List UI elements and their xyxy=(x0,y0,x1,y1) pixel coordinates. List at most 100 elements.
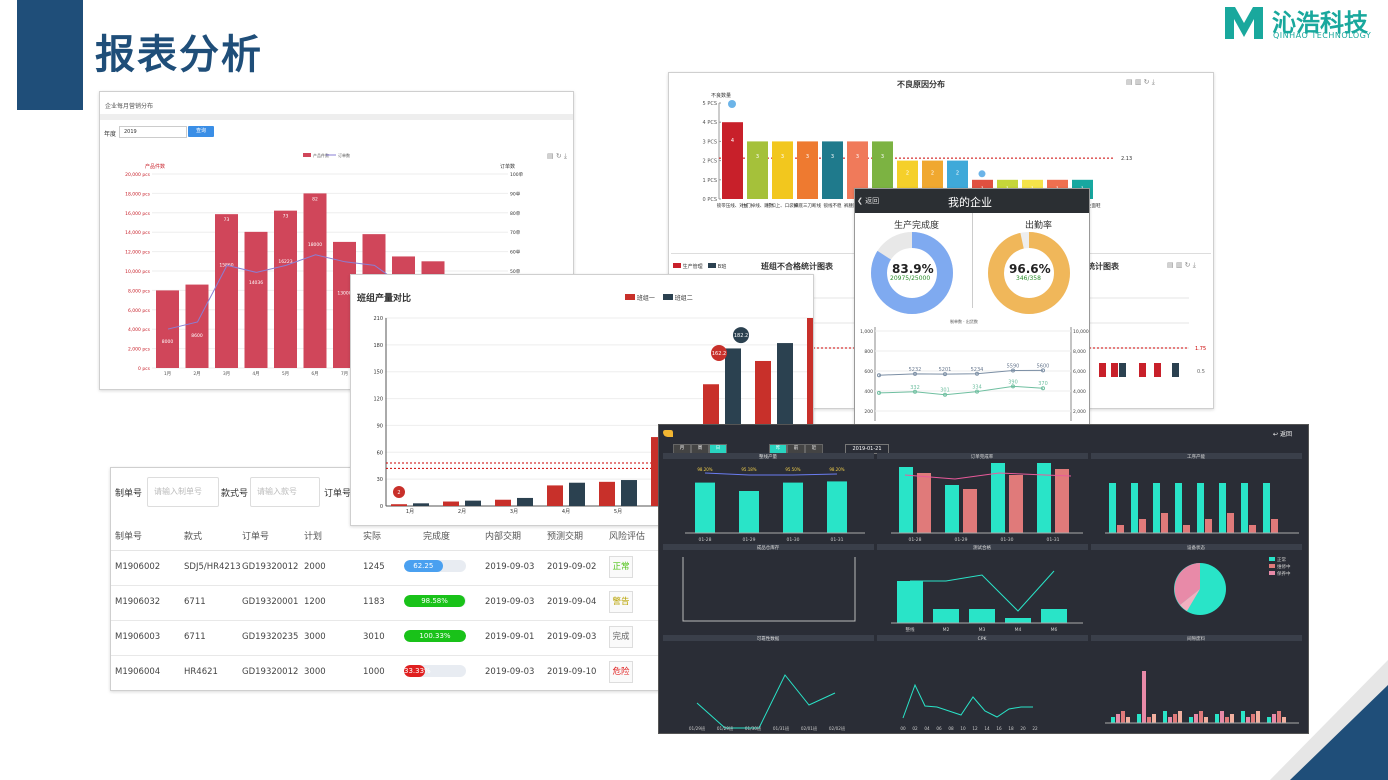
x-tick: 锁线不稳 xyxy=(824,202,842,209)
table-row[interactable]: M1906003 6711 GD19320235 3000 3010 100.33% 201… xyxy=(111,620,671,656)
x-tick: 脚底三刀断线 xyxy=(794,202,821,209)
bar xyxy=(1178,711,1182,723)
bar xyxy=(1230,714,1234,723)
x-tick: 02/02班 xyxy=(829,725,845,732)
bar xyxy=(1282,717,1286,723)
bar xyxy=(722,122,743,199)
section-title: 成品仓库存 xyxy=(757,544,780,551)
bar xyxy=(933,609,959,623)
toolbar-icons-2[interactable]: ▤ ▥ ↻ ⤓ xyxy=(1167,261,1196,269)
section-title: 整线产量 xyxy=(759,453,777,460)
table-cell: 3000 xyxy=(304,667,326,677)
team-legend: 班组一 班组二 xyxy=(625,293,693,302)
bar xyxy=(807,318,813,506)
table-cell: 1000 xyxy=(363,667,385,677)
x-tick: M4 xyxy=(1015,627,1022,633)
y-tick: 180 xyxy=(373,343,383,349)
y-tick-right: 60单 xyxy=(510,249,521,256)
table-cell: GD19320001 xyxy=(242,597,299,607)
bar xyxy=(1189,717,1193,723)
x-tick: 08 xyxy=(948,726,954,731)
y-tick-right: 50单 xyxy=(510,268,521,275)
column-header: 完成度 xyxy=(423,532,451,542)
legend-label: 产品件数 xyxy=(313,152,329,158)
x-tick: 04 xyxy=(924,726,930,731)
bar-label: 4 xyxy=(731,138,734,144)
subchart-title-2: 统计图表 xyxy=(1087,262,1119,271)
y-tick: 0 xyxy=(380,504,383,510)
bar xyxy=(1117,525,1124,533)
x-tick: 5月 xyxy=(282,371,289,377)
title-accent-bar xyxy=(17,0,83,110)
table-row[interactable]: M1906002 SDJ5/HR4213 GD19320012 2000 1245 62.… xyxy=(111,550,671,586)
data-label: 95.50% xyxy=(785,467,800,472)
y-tick: 2,000 pcs xyxy=(128,347,151,353)
x-tick: M3 xyxy=(979,627,986,633)
bar xyxy=(695,482,715,533)
attendance-gauge xyxy=(988,232,1070,314)
legend-item: 班组一 xyxy=(636,295,655,302)
section-header xyxy=(877,544,1088,550)
dashboard-logo-icon xyxy=(663,430,673,437)
pin-marker xyxy=(711,344,727,361)
gauge-divider xyxy=(972,213,973,308)
bar xyxy=(1139,519,1146,533)
gauge2-title: 出勤率 xyxy=(1025,221,1053,231)
legend-item: 制单数 xyxy=(950,319,962,324)
table-row[interactable]: M1906032 6711 GD19320001 1200 1183 98.58% 2019… xyxy=(111,585,671,621)
query-button[interactable]: 查询 xyxy=(188,126,214,137)
x-tick: 12 xyxy=(972,726,978,731)
style-input[interactable]: 请输入款号 xyxy=(250,477,320,507)
placeholder: 请输入制单号 xyxy=(154,487,202,496)
y-tick: 800 xyxy=(864,349,873,355)
bar-top-label: 73 xyxy=(283,214,289,220)
x-tick: 4月 xyxy=(562,509,570,515)
x-tick: 01-30 xyxy=(1000,537,1013,543)
table-cell: 2019-09-10 xyxy=(547,667,597,677)
table-cell: GD19320012 xyxy=(242,562,299,572)
subchart-title: 班组不合格统计图表 xyxy=(761,262,833,271)
toolbar-icons[interactable]: ▤ ▥ ↻ ⤓ xyxy=(1126,78,1155,86)
brand-logo: 沁浩科技 QINHAO TECHNOLOGY xyxy=(1222,3,1382,43)
bar xyxy=(1175,483,1182,533)
pin-label: 162.2 xyxy=(712,351,726,357)
bar xyxy=(1227,513,1234,533)
bar xyxy=(1142,671,1146,723)
my-company-panel: ❮ 返回 我的企业 生产完成度 出勤率 83.9% 20975/25000 96… xyxy=(854,188,1090,430)
pie-slice xyxy=(1180,589,1200,611)
back-label: 返回 xyxy=(1279,431,1292,438)
x-tick: 01-28 xyxy=(698,537,711,543)
year-select[interactable]: 2019 xyxy=(119,126,187,138)
rate-line xyxy=(904,472,1072,480)
legend-swatch xyxy=(1269,564,1275,568)
table-cell: 2019-09-03 xyxy=(485,562,535,572)
toolbar-icons[interactable]: ▤ ↻ ⤓ xyxy=(547,152,568,160)
table-row[interactable]: M1906004 HR4621 GD19320012 3000 1000 33.33% 20… xyxy=(111,655,671,690)
bar-label: 18000 xyxy=(308,242,322,248)
data-label: 332 xyxy=(910,385,920,391)
pin-label: 2 xyxy=(397,490,400,496)
table-cell: M1906004 xyxy=(115,667,161,677)
company-legend: 制单数 · 出货数 xyxy=(950,319,978,324)
bar xyxy=(1246,717,1250,723)
section-title: 工序产能 xyxy=(1187,453,1205,460)
order-no-input[interactable]: 请输入制单号 xyxy=(147,477,219,507)
dashboard-back[interactable]: ↩ 返回 xyxy=(1273,431,1292,438)
pin-label: 182.2 xyxy=(734,333,748,339)
section-title: 间隙废料 xyxy=(1187,635,1205,642)
gauge1-percent: 83.9% xyxy=(892,262,934,276)
bar xyxy=(517,497,533,506)
bar xyxy=(1173,714,1177,723)
x-tick: M6 xyxy=(1051,627,1058,633)
back-button[interactable]: ❮ 返回 xyxy=(857,197,880,205)
table-cell: 1200 xyxy=(304,597,326,607)
table-cell: SDJ5/HR4213 xyxy=(184,562,241,572)
progress-bar: 100.33% xyxy=(404,630,466,642)
bar xyxy=(1194,714,1198,723)
table-cell: HR4621 xyxy=(184,667,218,677)
y-tick: 0 PCS xyxy=(703,197,717,203)
x-tick: 01/29班 xyxy=(717,725,733,732)
y-tick-right: 80单 xyxy=(510,210,521,217)
gauge2-percent: 96.6% xyxy=(1009,262,1051,276)
bar xyxy=(244,231,268,368)
